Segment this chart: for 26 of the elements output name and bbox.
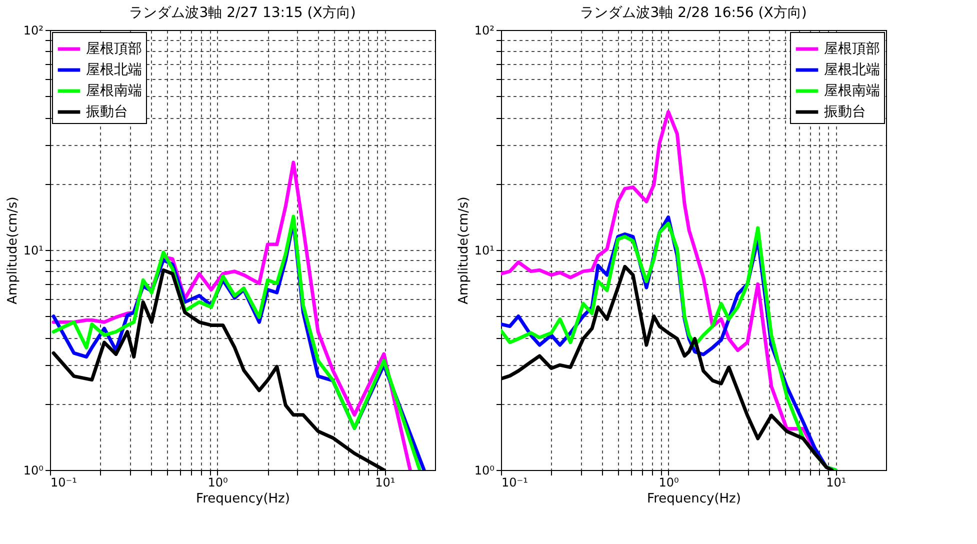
legend-label: 屋根北端 — [824, 62, 880, 78]
legend-label: 屋根南端 — [824, 83, 880, 99]
x-tick-label: 10⁻¹ — [502, 476, 528, 490]
legend-label: 屋根頂部 — [824, 41, 880, 57]
y-tick-label: 10⁰ — [474, 464, 495, 478]
x-tick-label: 10¹ — [826, 476, 846, 490]
x-tick-label: 10⁰ — [208, 476, 228, 490]
x-tick-label: 10¹ — [375, 476, 396, 490]
y-axis-title: Amplitude(cm/s) — [5, 196, 20, 304]
legend-label: 振動台 — [86, 104, 128, 120]
chart-title: ランダム波3軸 2/28 16:56 (X方向) — [580, 5, 807, 21]
y-tick-label: 10⁰ — [23, 464, 44, 478]
chart-title: ランダム波3軸 2/27 13:15 (X方向) — [129, 5, 356, 21]
legend-label: 振動台 — [824, 104, 866, 120]
legend-label: 屋根頂部 — [86, 41, 142, 57]
y-tick-label: 10² — [474, 24, 495, 38]
legend-label: 屋根北端 — [86, 62, 142, 78]
y-axis-title: Amplitude(cm/s) — [456, 196, 472, 304]
x-tick-label: 10⁰ — [658, 476, 680, 490]
x-axis-title: Frequency(Hz) — [647, 492, 741, 506]
x-tick-label: 10⁻¹ — [50, 476, 78, 490]
y-tick-label: 10² — [23, 24, 44, 38]
y-tick-label: 10¹ — [23, 244, 44, 258]
x-axis-title: Frequency(Hz) — [196, 492, 290, 506]
legend-label: 屋根南端 — [86, 83, 142, 99]
y-tick-label: 10¹ — [474, 244, 495, 258]
